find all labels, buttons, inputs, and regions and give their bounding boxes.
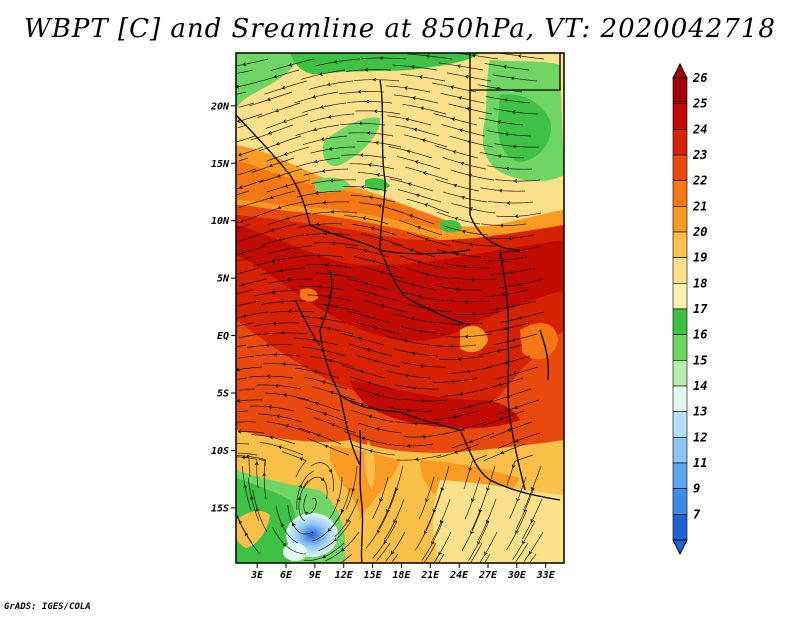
colorbar-label: 11 — [693, 456, 707, 470]
lon-tick-label: 3E — [250, 570, 264, 581]
map-title: WBPT [C] and Sreamline at 850hPa, VT: 20… — [24, 14, 776, 44]
colorbar-label: 7 — [693, 507, 701, 521]
lon-tick-label: 30E — [507, 570, 527, 581]
colorbar-label: 9 — [693, 482, 700, 496]
plot-frame — [235, 52, 565, 564]
colorbar-label: 19 — [693, 251, 707, 265]
lon-tick-label: 12E — [335, 570, 354, 581]
colorbar-swatch — [672, 308, 688, 335]
colorbar-swatch — [672, 385, 688, 412]
colorbar-swatch — [672, 437, 688, 464]
colorbar-swatch — [672, 180, 688, 207]
colorbar-swatch — [672, 154, 688, 181]
colorbar-swatch — [672, 77, 688, 104]
lon-tick-label: 33E — [536, 570, 556, 581]
colorbar-label: 16 — [693, 328, 707, 342]
latitude-axis: 20N 15N 10N 5N EQ 5S 10S 15S — [210, 101, 236, 514]
colorbar-label: 23 — [692, 148, 707, 162]
colorbar-swatch — [672, 206, 688, 233]
colorbar-label: 14 — [693, 379, 707, 393]
lon-tick-label: 6E — [280, 570, 293, 581]
colorbar-swatch — [672, 334, 688, 361]
lat-tick-label: 20N — [210, 101, 230, 112]
colorbar-label: 18 — [693, 276, 707, 290]
colorbar: 26 25 24 23 22 21 20 19 18 17 16 15 14 13 12 11 9 7 — [672, 62, 708, 556]
streamlines — [236, 53, 545, 563]
lat-tick-label: 5S — [217, 389, 229, 400]
colorbar-label: 17 — [693, 302, 708, 316]
lon-tick-label: 15E — [364, 570, 383, 581]
longitude-axis: 3E 6E 9E 12E 15E 18E 21E 24E 27E 30E 33E — [250, 563, 556, 581]
colorbar-label: 21 — [692, 199, 707, 213]
colorbar-label: 20 — [692, 225, 707, 239]
lat-tick-label: 15S — [211, 503, 229, 514]
wbpt-field — [236, 53, 564, 563]
colorbar-label: 15 — [693, 353, 707, 367]
colorbar-swatch — [672, 103, 688, 130]
lon-tick-label: 9E — [309, 570, 322, 581]
colorbar-label: 25 — [692, 97, 707, 111]
lon-tick-label: 27E — [478, 570, 498, 581]
colorbar-label: 24 — [692, 122, 707, 136]
lat-tick-label: 10S — [211, 446, 229, 457]
colorbar-bottom-arrow — [672, 539, 688, 556]
colorbar-swatch — [672, 129, 688, 156]
colorbar-swatch — [672, 514, 688, 541]
colorbar-swatch — [672, 257, 688, 284]
colorbar-swatch — [672, 360, 688, 387]
colorbar-label: 12 — [693, 430, 707, 444]
lat-tick-label: EQ — [217, 331, 229, 342]
colorbar-swatch — [672, 488, 688, 515]
lon-tick-label: 21E — [420, 570, 440, 581]
colorbar-top-arrow — [672, 62, 688, 79]
colorbar-swatch — [672, 462, 688, 489]
colorbar-swatch — [672, 283, 688, 310]
lat-tick-label: 10N — [211, 216, 230, 227]
lat-tick-label: 5N — [217, 274, 230, 285]
colorbar-swatch — [672, 411, 688, 438]
colorbar-label: 26 — [692, 71, 707, 85]
country-borders — [236, 53, 561, 563]
lon-tick-label: 24E — [449, 570, 469, 581]
colorbar-label: 13 — [693, 405, 707, 419]
lat-tick-label: 15N — [211, 159, 230, 170]
lon-tick-label: 18E — [392, 570, 411, 581]
colorbar-swatch — [672, 231, 688, 258]
grads-credit: GrADS: IGES/COLA — [4, 602, 91, 612]
colorbar-label: 22 — [692, 174, 707, 188]
